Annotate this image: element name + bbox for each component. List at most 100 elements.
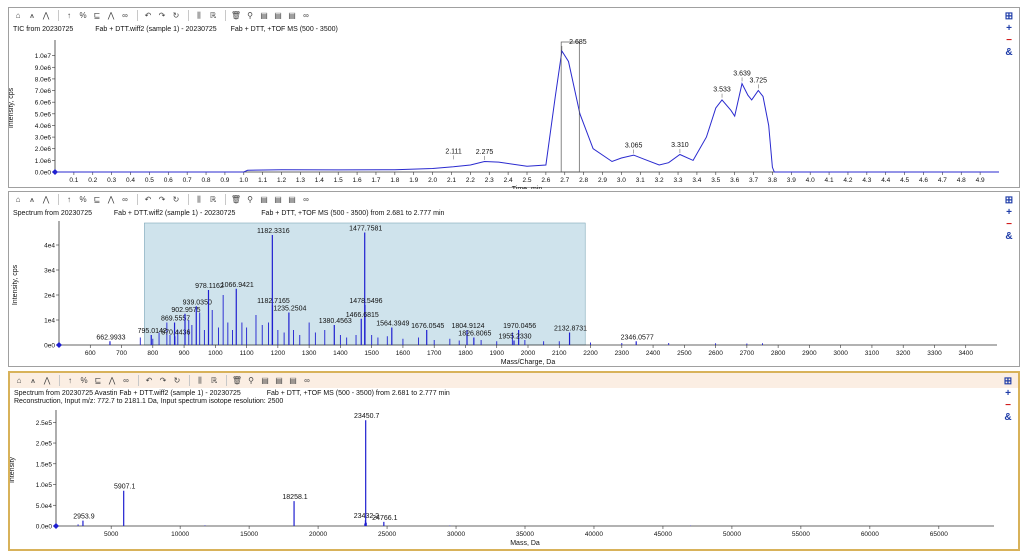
- tic-chart[interactable]: 0.1 0.2 0.3 0.4 0.5 0.6 0.7 0.8 0.9 1.0 1.1 1.2 1.3 1…: [9, 34, 1019, 189]
- percent-icon[interactable]: %: [79, 11, 87, 20]
- bar-chart-icon[interactable]: ⫼: [197, 10, 201, 20]
- undo-icon[interactable]: ↶: [144, 195, 152, 204]
- graph-icon[interactable]: ⩚: [29, 10, 35, 20]
- undo-icon[interactable]: ↶: [145, 376, 153, 385]
- zoom-minus-icon[interactable]: −: [1005, 400, 1011, 411]
- redo-icon[interactable]: ↷: [159, 376, 167, 385]
- stack-icon[interactable]: ⋀: [42, 11, 50, 20]
- x-tick-label: 2.8: [579, 177, 588, 184]
- redo-icon[interactable]: ↷: [158, 11, 166, 20]
- zoom-minus-icon[interactable]: −: [1006, 219, 1012, 230]
- home-icon[interactable]: ⌂: [15, 195, 21, 204]
- bar-chart-icon[interactable]: ⫼: [198, 375, 202, 385]
- graph-icon[interactable]: ⩚: [29, 194, 35, 204]
- x-tick-label: 1.4: [315, 177, 324, 184]
- magnify-icon[interactable]: ⚲: [248, 376, 254, 385]
- peak-icon[interactable]: ⋀: [108, 376, 116, 385]
- table-icon[interactable]: ▤: [274, 195, 282, 204]
- arrow-up-icon[interactable]: ↑: [67, 11, 71, 20]
- x-tick-label: 2.1: [447, 177, 456, 184]
- x-tick-label: 3300: [927, 350, 942, 357]
- link-pane-icon[interactable]: &: [1005, 231, 1013, 242]
- table-icon[interactable]: ▤: [274, 11, 282, 20]
- peak-icon[interactable]: ⋀: [107, 11, 115, 20]
- x-tick-label: 2900: [802, 350, 817, 357]
- stack-icon[interactable]: ⋀: [42, 195, 50, 204]
- peak-label-icon[interactable]: ⊑: [93, 195, 101, 204]
- toolbar-separator: [225, 194, 226, 205]
- y-tick-label: 2.0e6: [35, 146, 52, 153]
- peak-label-icon[interactable]: ⊑: [94, 376, 102, 385]
- arrow-up-icon[interactable]: ↑: [68, 376, 72, 385]
- x-tick-label: 800: [147, 350, 158, 357]
- peak-label: 3.065: [625, 143, 643, 150]
- pin-icon[interactable]: ⊞: [1004, 11, 1014, 22]
- peak-label: 662.9933: [96, 334, 125, 341]
- spectrum-pane: ⌂ ⩚ ⋀ ↑% ⊑ ⋀ ∞ ↶ ↷ ↻ ⫼ ℝ 🗑 ⚲ ▤ ▤ ▤ ∞ Spectrum from 202307…: [8, 191, 1020, 367]
- zoom-plus-icon[interactable]: +: [1006, 23, 1012, 34]
- pin-icon[interactable]: ⊞: [1004, 195, 1014, 206]
- binoculars-icon[interactable]: ∞: [303, 195, 309, 204]
- percent-icon[interactable]: %: [80, 376, 88, 385]
- arrow-up-icon[interactable]: ↑: [67, 195, 71, 204]
- zoom-minus-icon[interactable]: −: [1006, 35, 1012, 46]
- toolbar-separator: [188, 194, 189, 205]
- x-tick-label: 0.8: [202, 177, 211, 184]
- pane1-title: TIC from 20230725 Fab + DTT.wiff2 (sampl…: [13, 26, 338, 33]
- table-icon[interactable]: ▤: [260, 11, 268, 20]
- zoom-plus-icon[interactable]: +: [1005, 388, 1011, 399]
- y-axis-label: Intensity, cps: [9, 87, 15, 128]
- redo-icon[interactable]: ↷: [158, 195, 166, 204]
- x-tick-label: 2400: [646, 350, 661, 357]
- selection-box: [560, 41, 580, 173]
- peak-label-icon[interactable]: ⊑: [93, 11, 101, 20]
- binoculars-icon[interactable]: ∞: [303, 11, 309, 20]
- reconstruct-icon[interactable]: ℝ: [210, 376, 218, 385]
- spectrum-chart[interactable]: 600 700 800 900 1000 1100 1200 1300 1400 1500 1600…: [9, 217, 1019, 367]
- home-icon[interactable]: ⌂: [15, 11, 21, 20]
- table-icon[interactable]: ▤: [261, 376, 269, 385]
- magnify-icon[interactable]: ⚲: [247, 195, 253, 204]
- graph-icon[interactable]: ⩚: [30, 375, 36, 385]
- link-icon[interactable]: ∞: [122, 11, 128, 20]
- x-tick-label: 1700: [427, 350, 442, 357]
- reconstruction-chart[interactable]: 5000 10000 15000 20000 25000 30000 35000 40000 4…: [10, 406, 1018, 550]
- x-tick-label: 2.9: [598, 177, 607, 184]
- x-tick-label: 1.5: [334, 177, 343, 184]
- redo-alt-icon[interactable]: ↻: [173, 376, 181, 385]
- x-tick-label: 2.5: [522, 177, 531, 184]
- percent-icon[interactable]: %: [79, 195, 87, 204]
- stack-icon[interactable]: ⋀: [43, 376, 51, 385]
- binoculars-icon[interactable]: ∞: [304, 376, 310, 385]
- table-icon[interactable]: ▤: [288, 11, 296, 20]
- table-icon[interactable]: ▤: [275, 376, 283, 385]
- zoom-plus-icon[interactable]: +: [1006, 207, 1012, 218]
- y-tick-label: 5.0e6: [35, 111, 52, 118]
- x-tick-label: 0.5: [145, 177, 154, 184]
- link-pane-icon[interactable]: &: [1004, 412, 1012, 423]
- redo-alt-icon[interactable]: ↻: [172, 11, 180, 20]
- table-icon[interactable]: ▤: [260, 195, 268, 204]
- table-icon[interactable]: ▤: [288, 195, 296, 204]
- peak-label: 939.0350: [183, 299, 212, 306]
- redo-alt-icon[interactable]: ↻: [172, 195, 180, 204]
- peak-icon[interactable]: ⋀: [107, 195, 115, 204]
- y-tick-label: 1e4: [44, 318, 55, 325]
- reconstruct-icon[interactable]: ℝ: [209, 195, 217, 204]
- home-icon[interactable]: ⌂: [16, 376, 22, 385]
- peak-label: 3.310: [671, 142, 689, 149]
- trash-icon[interactable]: 🗑: [230, 195, 242, 204]
- table-icon[interactable]: ▤: [289, 376, 297, 385]
- link-pane-icon[interactable]: &: [1005, 47, 1013, 58]
- trash-icon[interactable]: 🗑: [230, 11, 242, 20]
- trash-icon[interactable]: 🗑: [231, 376, 243, 385]
- reconstruct-icon[interactable]: ℝ: [209, 11, 217, 20]
- peak-label: 795.0142: [138, 328, 167, 335]
- undo-icon[interactable]: ↶: [144, 11, 152, 20]
- magnify-icon[interactable]: ⚲: [247, 11, 253, 20]
- link-icon[interactable]: ∞: [122, 195, 128, 204]
- pin-icon[interactable]: ⊞: [1003, 376, 1013, 387]
- x-tick-label: 40000: [585, 531, 603, 538]
- link-icon[interactable]: ∞: [123, 376, 129, 385]
- bar-chart-icon[interactable]: ⫼: [197, 194, 201, 204]
